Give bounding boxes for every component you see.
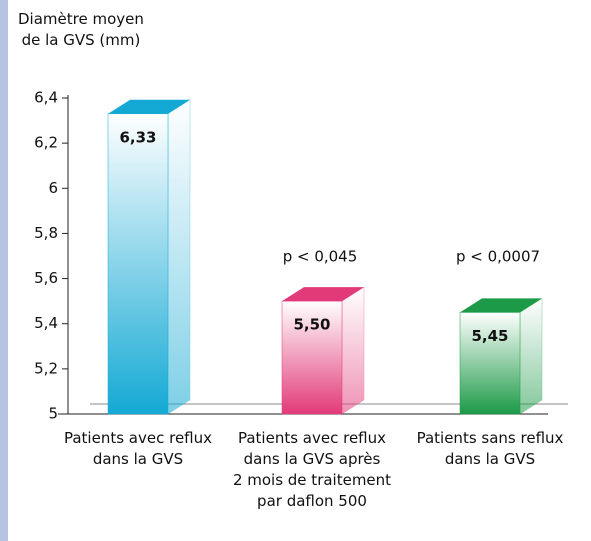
bar-top [282, 287, 364, 302]
value-label: 6,33 [119, 128, 156, 146]
bar-top [108, 99, 190, 114]
annotation: p < 0,0007 [456, 248, 540, 266]
y-tick-label: 6,4 [34, 89, 58, 107]
bar-top [460, 298, 542, 313]
y-tick-label: 6,2 [34, 134, 58, 152]
value-label: 5,45 [471, 327, 508, 345]
bar-front [107, 113, 169, 415]
bar-front [281, 300, 343, 415]
bar [459, 297, 543, 415]
x-tick-label: Patients avec reflux dans la GVS après 2… [232, 429, 392, 510]
y-tick-label: 6 [48, 179, 58, 197]
bar [107, 99, 191, 415]
x-tick-label: Patients avec reflux dans la GVS [63, 429, 213, 468]
bar-side [167, 99, 191, 415]
side-strip [0, 0, 8, 541]
bar [281, 286, 365, 415]
y-tick-label: 5,8 [34, 224, 58, 242]
annotation: p < 0,045 [283, 248, 358, 266]
x-tick-label: Patients sans reflux dans la GVS [416, 429, 564, 468]
y-tick-label: 5,2 [34, 359, 58, 377]
bar-side [519, 297, 543, 415]
y-tick-label: 5,6 [34, 269, 58, 287]
bar-front [459, 312, 521, 415]
y-tick-label: 5 [48, 405, 58, 423]
y-tick-label: 5,4 [34, 314, 58, 332]
value-label: 5,50 [293, 316, 330, 334]
y-axis-label: Diamètre moyen de la GVS (mm) [18, 10, 144, 49]
bar-side [341, 286, 365, 415]
